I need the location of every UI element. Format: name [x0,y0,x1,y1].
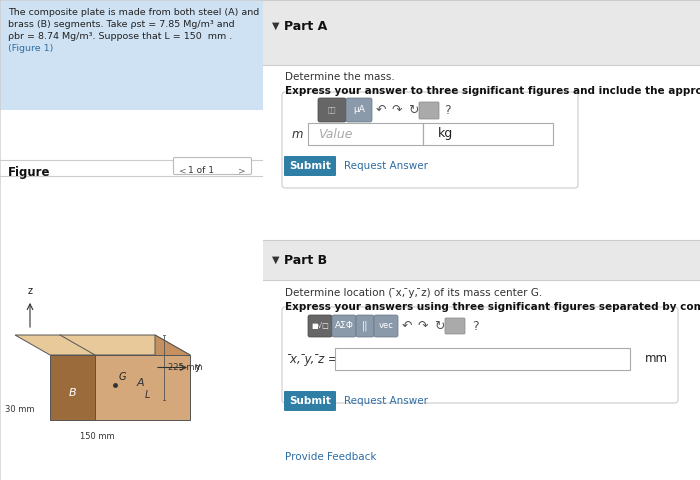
Text: ?: ? [472,320,479,333]
Text: G: G [119,372,127,382]
Text: ▼: ▼ [272,21,279,31]
Text: z: z [27,286,32,296]
Text: ρbr = 8.74 Mg/m³. Suppose that L = 150  mm .: ρbr = 8.74 Mg/m³. Suppose that L = 150 m… [8,32,232,41]
Polygon shape [95,355,190,420]
Text: Figure: Figure [8,166,50,179]
Text: B: B [69,387,76,397]
Text: ̄x, ̄y, ̄z =: ̄x, ̄y, ̄z = [290,352,338,365]
FancyBboxPatch shape [263,240,700,280]
Text: Express your answer to three significant figures and include the appropriate uni: Express your answer to three significant… [285,86,700,96]
Text: Express your answers using three significant figures separated by commas.: Express your answers using three signifi… [285,302,700,312]
FancyBboxPatch shape [318,98,346,122]
Text: Submit: Submit [289,396,331,406]
Text: Provide Feedback: Provide Feedback [285,452,377,462]
FancyBboxPatch shape [445,318,465,334]
Text: 1 of 1: 1 of 1 [188,166,214,175]
Polygon shape [155,335,190,420]
Text: kg: kg [438,128,454,141]
Text: The composite plate is made from both steel (A) and: The composite plate is made from both st… [8,8,259,17]
FancyBboxPatch shape [374,315,398,337]
Text: 30 mm: 30 mm [5,406,34,415]
Text: Part A: Part A [284,20,328,33]
Text: brass (B) segments. Take ρst = 7.85 Mg/m³ and: brass (B) segments. Take ρst = 7.85 Mg/m… [8,20,234,29]
Text: ↷: ↷ [392,104,402,117]
Text: Request Answer: Request Answer [344,161,428,171]
FancyBboxPatch shape [0,0,263,110]
FancyBboxPatch shape [346,98,372,122]
Text: ▼: ▼ [272,255,279,265]
Text: Value: Value [318,128,353,141]
Text: ?: ? [444,104,451,117]
Text: 225 mm: 225 mm [168,363,202,372]
Text: ■√□: ■√□ [311,323,329,329]
Text: m =: m = [292,129,317,142]
Text: ↻: ↻ [434,320,444,333]
Text: Determine location ( ̄x, ̄y, ̄z) of its mass center G.: Determine location ( ̄x, ̄y, ̄z) of its … [285,288,542,298]
FancyBboxPatch shape [263,280,700,480]
Text: vec: vec [379,322,393,331]
Text: μA: μA [353,106,365,115]
FancyBboxPatch shape [284,156,336,176]
FancyBboxPatch shape [263,0,700,480]
Text: y: y [195,362,201,372]
Text: Part B: Part B [284,253,327,266]
FancyBboxPatch shape [263,65,700,280]
Text: ↷: ↷ [418,320,428,333]
Text: (Figure 1): (Figure 1) [8,44,53,53]
FancyBboxPatch shape [284,391,336,411]
FancyBboxPatch shape [174,157,251,175]
Text: A: A [136,377,144,387]
FancyBboxPatch shape [308,315,332,337]
Text: ||: || [362,321,368,331]
FancyBboxPatch shape [356,315,374,337]
Text: Request Answer: Request Answer [344,396,428,406]
Text: Submit: Submit [289,161,331,171]
FancyBboxPatch shape [332,315,356,337]
FancyBboxPatch shape [308,123,423,145]
Text: ↶: ↶ [376,104,386,117]
FancyBboxPatch shape [282,92,578,188]
Text: Determine the mass.: Determine the mass. [285,72,395,82]
Text: mm: mm [645,352,668,365]
Text: <: < [179,166,187,175]
FancyBboxPatch shape [423,123,553,145]
Text: ↻: ↻ [408,104,419,117]
Text: ΑΣΦ: ΑΣΦ [335,322,354,331]
Polygon shape [15,335,190,355]
FancyBboxPatch shape [282,307,678,403]
Text: ⬜⬜: ⬜⬜ [328,107,336,113]
Text: ↶: ↶ [402,320,412,333]
FancyBboxPatch shape [419,102,439,119]
FancyBboxPatch shape [335,348,630,370]
Text: >: > [238,166,246,175]
FancyBboxPatch shape [263,0,700,65]
Polygon shape [50,355,95,420]
Text: 150 mm: 150 mm [80,432,115,441]
Text: L: L [145,390,150,400]
